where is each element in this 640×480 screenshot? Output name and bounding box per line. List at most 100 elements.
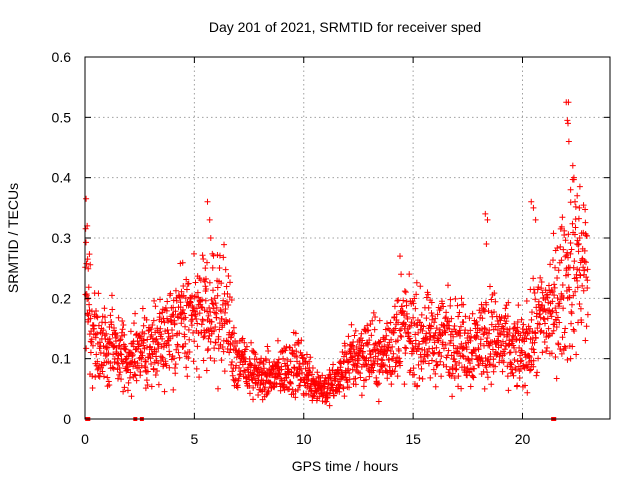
- data-point: [322, 399, 329, 406]
- data-point: [216, 264, 223, 271]
- data-point: [255, 391, 262, 398]
- data-point: [205, 335, 212, 342]
- data-point: [556, 300, 563, 307]
- data-point: [524, 389, 531, 396]
- data-point: [138, 349, 145, 356]
- data-point: [560, 246, 567, 253]
- data-point: [576, 235, 583, 242]
- data-point: [143, 358, 150, 365]
- data-point: [463, 346, 470, 353]
- data-point: [445, 369, 452, 376]
- data-point: [296, 371, 303, 378]
- data-point: [354, 360, 361, 367]
- data-point: [566, 286, 573, 293]
- data-point: [484, 369, 491, 376]
- data-point: [350, 361, 357, 368]
- data-point: [434, 311, 441, 318]
- data-point: [410, 300, 417, 307]
- data-point: [181, 310, 188, 317]
- data-point: [346, 384, 353, 391]
- data-point: [352, 327, 359, 334]
- data-point: [390, 329, 397, 336]
- data-point: [277, 371, 284, 378]
- data-point: [562, 345, 569, 352]
- data-point: [345, 333, 352, 340]
- data-point: [253, 356, 260, 363]
- data-point: [300, 355, 307, 362]
- data-point: [558, 350, 565, 357]
- data-point: [296, 360, 303, 367]
- data-point: [220, 348, 227, 355]
- data-point: [208, 318, 215, 325]
- data-point: [343, 351, 350, 358]
- data-point: [365, 327, 372, 334]
- data-point: [170, 386, 177, 393]
- data-point: [531, 339, 538, 346]
- data-point: [87, 261, 94, 268]
- data-point: [519, 326, 526, 333]
- data-point: [109, 306, 116, 313]
- data-point: [137, 348, 144, 355]
- data-point: [564, 356, 571, 363]
- data-point: [376, 317, 383, 324]
- data-point: [482, 326, 489, 333]
- data-point: [201, 333, 208, 340]
- data-point: [572, 224, 579, 231]
- data-point: [119, 317, 126, 324]
- y-axis-label: SRMTID / TECUs: [5, 183, 21, 293]
- data-point: [422, 339, 429, 346]
- data-point: [286, 385, 293, 392]
- data-point: [552, 305, 559, 312]
- data-point: [134, 360, 141, 367]
- data-point: [227, 279, 234, 286]
- data-point: [417, 283, 424, 290]
- data-point: [480, 331, 487, 338]
- data-point: [419, 327, 426, 334]
- data-point: [274, 360, 281, 367]
- data-point: [484, 335, 491, 342]
- data-point: [234, 384, 241, 391]
- data-point: [278, 366, 285, 373]
- data-point: [159, 309, 166, 316]
- data-point: [87, 349, 94, 356]
- data-point: [128, 393, 135, 400]
- data-point: [537, 274, 544, 281]
- data-point: [433, 325, 440, 332]
- data-point: [464, 365, 471, 372]
- data-point: [367, 321, 374, 328]
- data-point: [524, 330, 531, 337]
- data-point: [169, 332, 176, 339]
- data-point: [236, 371, 243, 378]
- data-point: [505, 299, 512, 306]
- data-point: [319, 372, 326, 379]
- data-point: [294, 386, 301, 393]
- data-point: [140, 339, 147, 346]
- data-point: [483, 301, 490, 308]
- data-point: [549, 257, 556, 264]
- data-point: [206, 216, 213, 223]
- data-point: [192, 279, 199, 286]
- data-point: [570, 174, 577, 181]
- data-point: [451, 356, 458, 363]
- data-point: [204, 259, 211, 266]
- data-point: [210, 287, 217, 294]
- data-point: [323, 398, 330, 405]
- data-point: [510, 372, 517, 379]
- data-point: [163, 307, 170, 314]
- data-point: [221, 241, 228, 248]
- data-point: [489, 346, 496, 353]
- data-point: [147, 355, 154, 362]
- data-point: [289, 386, 296, 393]
- data-point: [557, 346, 564, 353]
- data-point: [417, 319, 423, 326]
- data-point: [497, 331, 504, 338]
- data-point: [456, 359, 463, 366]
- data-point: [211, 295, 218, 302]
- data-point: [575, 240, 582, 247]
- data-point: [198, 304, 205, 311]
- data-point: [375, 398, 382, 405]
- data-point: [106, 381, 113, 388]
- data-point: [246, 356, 253, 363]
- data-point: [384, 347, 391, 354]
- data-point: [251, 362, 258, 369]
